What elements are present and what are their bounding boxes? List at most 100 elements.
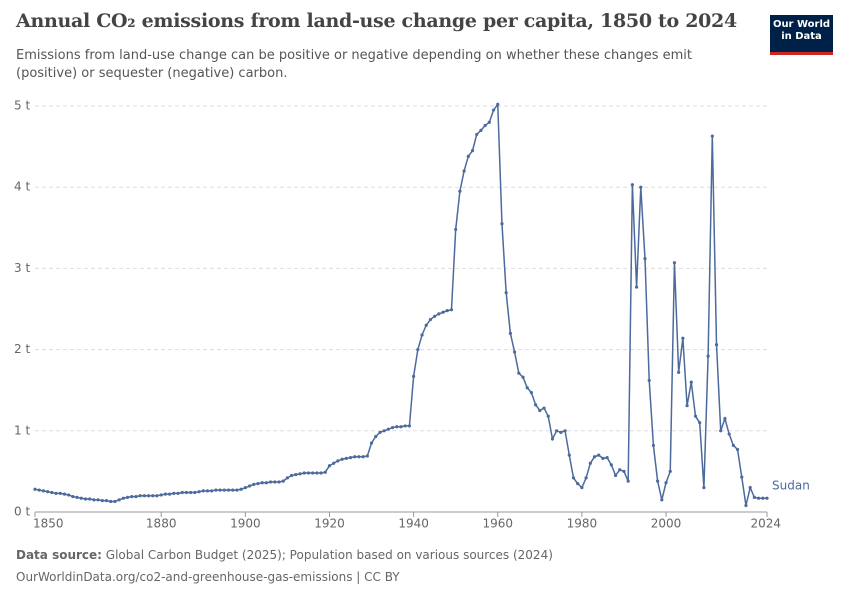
data-point <box>327 464 332 468</box>
data-point <box>357 455 361 459</box>
data-point <box>306 471 311 475</box>
data-point <box>109 499 113 504</box>
data-point <box>677 370 681 374</box>
data-point <box>210 489 214 493</box>
data-point <box>441 310 445 314</box>
data-point <box>740 475 744 479</box>
data-point <box>454 227 458 232</box>
x-tick-label: 1920 <box>314 517 345 531</box>
y-tick-label: 1 t <box>14 423 30 437</box>
data-point <box>311 471 315 475</box>
data-point <box>273 480 277 484</box>
data-point <box>576 481 580 486</box>
data-point <box>588 461 592 465</box>
data-point <box>252 482 256 486</box>
data-point <box>668 469 672 473</box>
data-point <box>428 317 433 322</box>
data-point <box>290 473 294 478</box>
series-line <box>34 102 767 506</box>
data-point <box>437 312 441 316</box>
data-point <box>416 348 420 352</box>
data-point <box>601 456 605 461</box>
data-point <box>134 494 138 499</box>
data-point <box>580 486 584 490</box>
data-point <box>761 496 765 500</box>
data-point <box>496 102 500 106</box>
data-point <box>155 494 159 498</box>
data-point <box>634 285 639 289</box>
data-point <box>159 493 163 497</box>
data-point <box>247 484 252 488</box>
logo[interactable]: Our World in Data <box>770 15 833 55</box>
data-point <box>420 333 424 337</box>
data-point <box>184 490 189 495</box>
data-point <box>386 427 390 431</box>
data-point <box>222 488 226 492</box>
data-point <box>702 486 706 490</box>
data-point <box>83 497 88 501</box>
data-point <box>281 479 285 483</box>
data-point <box>104 499 109 503</box>
data-point <box>58 491 62 495</box>
data-point <box>353 455 357 459</box>
data-point <box>235 488 239 492</box>
data-point <box>348 455 353 460</box>
y-tick-label: 5 t <box>14 99 30 113</box>
data-point <box>298 472 302 476</box>
data-point <box>664 481 668 485</box>
data-point <box>685 404 689 408</box>
data-point <box>41 489 46 493</box>
data-point <box>369 441 374 445</box>
data-point <box>592 455 597 459</box>
data-point <box>121 496 125 500</box>
data-point <box>92 498 96 502</box>
data-point <box>285 476 290 480</box>
data-point <box>256 481 260 486</box>
data-point <box>449 308 454 312</box>
data-point <box>117 498 121 502</box>
data-point <box>340 457 344 461</box>
data-point <box>681 336 685 340</box>
data-point <box>205 489 210 493</box>
data-point <box>483 123 487 128</box>
source-label: Data source: <box>16 548 102 562</box>
footer[interactable]: OurWorldinData.org/co2-and-greenhouse-ga… <box>16 570 400 584</box>
data-point <box>647 378 651 383</box>
data-point <box>226 488 231 492</box>
x-tick-label: 2024 <box>750 517 781 531</box>
data-point <box>714 343 719 347</box>
data-point <box>332 461 336 465</box>
chart: 0 t 1 t 2 t 3 t 4 t 5 t 1850 1880 1900 1920 1940 19… <box>14 99 810 531</box>
y-tick-label: 0 t <box>14 505 30 519</box>
data-point <box>571 476 576 480</box>
data-point <box>512 350 517 354</box>
data-point <box>302 471 306 475</box>
data-point <box>100 499 104 503</box>
data-point <box>618 468 622 472</box>
data-point <box>689 380 693 384</box>
data-point <box>538 408 542 413</box>
y-tick-label: 4 t <box>14 180 30 194</box>
source-text: Global Carbon Budget (2025); Population … <box>105 548 553 562</box>
data-point <box>756 496 761 500</box>
data-point <box>412 374 416 378</box>
data-point <box>567 453 571 457</box>
data-point <box>382 429 386 433</box>
data-point <box>555 429 559 433</box>
data-point <box>698 421 702 425</box>
data-point <box>584 476 588 480</box>
data-point <box>75 495 79 499</box>
data-point <box>46 490 50 494</box>
data-point <box>609 463 613 467</box>
x-tick-label: 1980 <box>567 517 598 531</box>
data-point <box>130 494 134 499</box>
x-tick-label: 1960 <box>482 517 513 531</box>
data-point <box>656 479 660 483</box>
data-point <box>643 257 647 261</box>
data-point <box>189 490 193 495</box>
data-point <box>639 185 643 189</box>
data-point <box>239 487 243 491</box>
series-label: Sudan <box>772 479 810 493</box>
data-point <box>361 455 365 459</box>
